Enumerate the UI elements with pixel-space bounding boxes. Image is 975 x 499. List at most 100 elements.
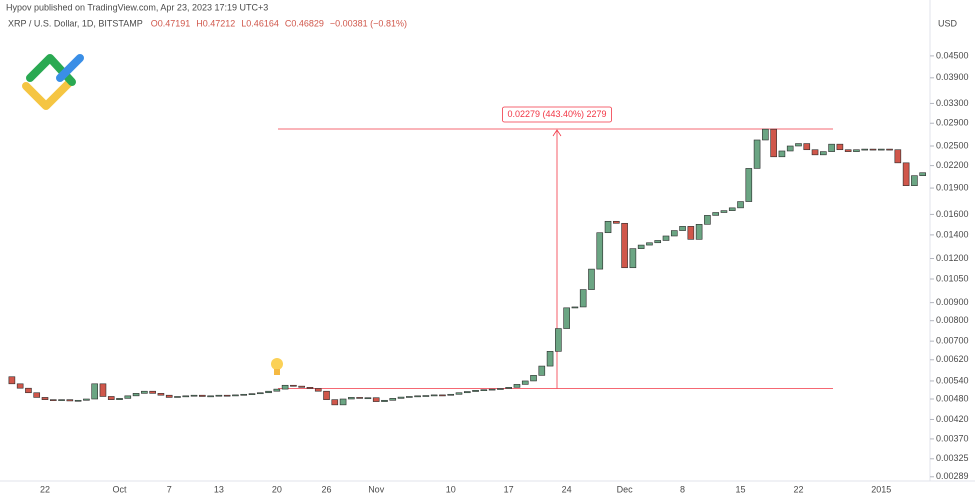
candle-body: [869, 148, 877, 151]
candle-body: [670, 230, 678, 237]
candle-body: [637, 244, 645, 249]
candle-body: [174, 396, 181, 398]
y-tick-label: 0.02900: [936, 118, 969, 128]
candle-body: [877, 148, 885, 151]
candle-body: [248, 393, 256, 395]
candle-body: [894, 149, 902, 164]
candle-body: [778, 150, 786, 158]
candle-body: [240, 393, 248, 396]
x-tick-label: Nov: [368, 484, 385, 494]
candle-body: [712, 212, 719, 216]
y-tick-label: 0.01900: [936, 182, 969, 192]
candle-body: [397, 396, 405, 399]
candle-body: [16, 383, 24, 389]
y-tick-label: 0.00900: [936, 297, 969, 307]
candle-body: [753, 139, 761, 169]
idea-bulb: [271, 358, 283, 370]
candle-body: [513, 384, 521, 388]
y-tick-label: 0.01200: [936, 253, 969, 263]
y-tick-label: 0.04500: [936, 50, 969, 60]
candle-body: [521, 380, 529, 385]
x-tick-label: 8: [680, 484, 685, 494]
candle-body: [728, 207, 736, 211]
candle-body: [662, 235, 670, 241]
candle-body: [704, 215, 711, 225]
candle-body: [265, 390, 272, 394]
ohlc-label: O0.47191: [151, 18, 191, 28]
candle-body: [273, 388, 281, 392]
candle-body: [555, 328, 562, 352]
y-tick-label: 0.01600: [936, 209, 969, 219]
idea-base: [274, 369, 280, 375]
y-tick-label: 0.01050: [936, 273, 969, 283]
candle-body: [505, 387, 512, 389]
candle-body: [463, 391, 471, 394]
y-tick-label: 0.00289: [936, 471, 969, 481]
candle-body: [762, 128, 769, 141]
y-tick-label: 0.00370: [936, 433, 969, 443]
candle-body: [49, 399, 57, 401]
x-tick-label: 7: [167, 484, 172, 494]
candle-body: [406, 396, 413, 398]
candle-body: [571, 306, 579, 309]
candle-body: [281, 384, 289, 390]
x-tick-label: 20: [272, 484, 282, 494]
candle-body: [8, 376, 16, 385]
candle-body: [497, 388, 504, 390]
ohlc-label: −0.00381 (−0.81%): [330, 18, 407, 28]
candle-body: [91, 383, 98, 400]
candle-body: [538, 365, 546, 376]
y-tick-label: 0.00325: [936, 453, 969, 463]
candle-body: [356, 397, 363, 399]
candle-body: [298, 385, 305, 388]
candle-body: [190, 394, 198, 397]
ohlc-label: C0.46829: [285, 18, 324, 28]
measure-label: 0.02279 (443.40%) 2279: [507, 109, 606, 119]
candle-body: [414, 395, 421, 398]
x-tick-label: 13: [214, 484, 224, 494]
x-tick-label: 2015: [871, 484, 891, 494]
candle-body: [447, 393, 455, 396]
candle-body: [646, 242, 653, 246]
candle-body: [720, 210, 728, 213]
candle-body: [919, 172, 926, 176]
candle-body: [58, 399, 65, 401]
candle-body: [563, 307, 570, 329]
candle-body: [389, 398, 397, 401]
x-tick-label: Oct: [113, 484, 128, 494]
candle-body: [339, 398, 347, 406]
x-tick-label: 24: [562, 484, 572, 494]
candle-body: [199, 394, 206, 397]
candle-body: [165, 394, 173, 398]
y-tick-label: 0.02200: [936, 160, 969, 170]
candle-body: [372, 397, 380, 402]
candle-body: [737, 201, 744, 209]
y-tick-label: 0.03300: [936, 98, 969, 108]
candle-body: [455, 392, 463, 395]
candle-body: [149, 390, 156, 394]
candle-body: [124, 395, 132, 399]
candle-body: [886, 148, 893, 151]
logo-blue: [56, 54, 84, 82]
y-tick-label: 0.00700: [936, 336, 969, 346]
candle-body: [83, 398, 90, 401]
x-tick-label: 26: [322, 484, 332, 494]
x-tick-label: Dec: [617, 484, 634, 494]
candle-body: [745, 168, 753, 202]
y-axis-label: USD: [938, 18, 958, 28]
ohlc-label: H0.47212: [196, 18, 235, 28]
candle-body: [654, 240, 662, 244]
y-tick-label: 0.01400: [936, 229, 969, 239]
candle-body: [786, 145, 794, 152]
candle-body: [116, 398, 123, 400]
candle-body: [422, 395, 430, 397]
candle-body: [695, 224, 703, 240]
y-tick-label: 0.00540: [936, 375, 969, 385]
candle-body: [348, 397, 355, 400]
candle-body: [182, 395, 190, 398]
y-tick-label: 0.00480: [936, 393, 969, 403]
candle-body: [488, 388, 496, 391]
candle-body: [604, 220, 612, 234]
candle-body: [314, 388, 322, 392]
